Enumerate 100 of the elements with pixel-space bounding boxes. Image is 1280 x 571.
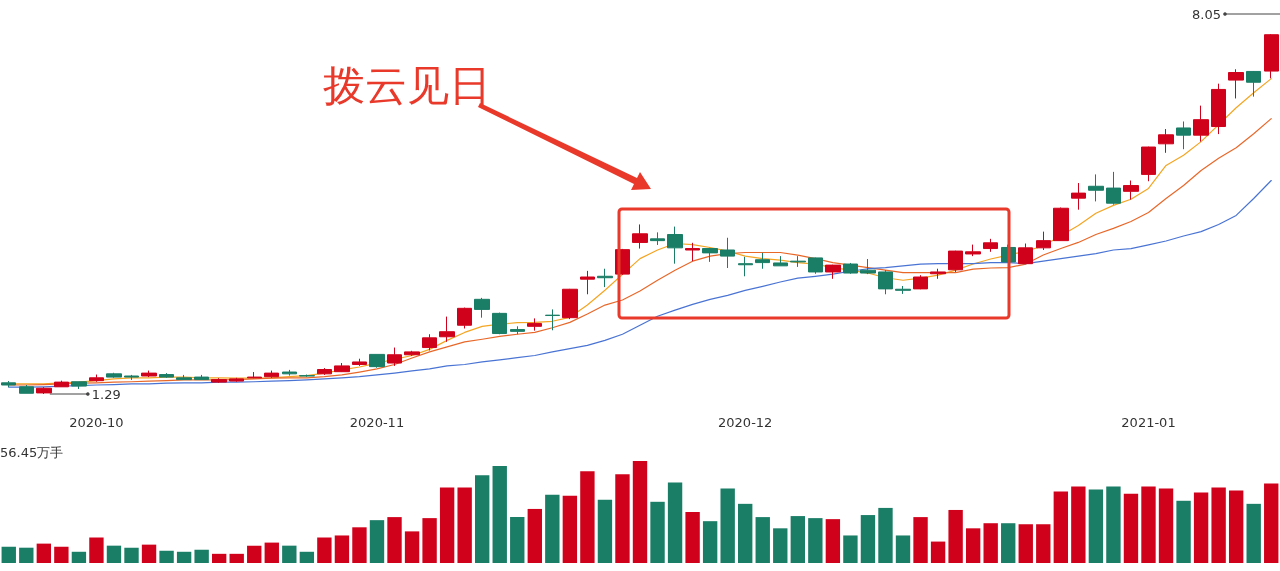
bar [562,495,578,563]
bar [1071,486,1086,563]
bar [685,512,700,563]
x-tick-label: 2020-12 [718,415,773,430]
bar [1158,488,1174,563]
candlestick [141,370,157,378]
candlestick [913,274,928,290]
candlestick [738,256,753,277]
candlestick [474,297,490,319]
candlestick [106,372,122,379]
bar [176,551,192,563]
bar [1141,486,1156,563]
bar [1264,483,1279,563]
bar [808,518,823,563]
bar [457,487,472,563]
bar [1176,500,1191,563]
bar [422,518,437,563]
candlestick [282,369,297,377]
bar [510,517,525,563]
bar [1088,489,1104,563]
bar [36,543,52,563]
candlestick [562,288,578,320]
bar [439,487,455,563]
candlestick [387,347,402,367]
bar [825,519,841,563]
candlestick [264,370,279,379]
candlestick [597,268,613,288]
candlestick [36,386,52,395]
bar [387,517,402,563]
candlestick [334,362,350,373]
candlestick [1071,182,1086,211]
bar [860,515,876,563]
bar [930,541,946,563]
bar [527,508,542,563]
bar [211,553,227,563]
candlestick [930,268,946,280]
candlestick [229,377,244,383]
bar [895,535,911,563]
candlestick [755,252,770,270]
annotation: 1.29 [91,386,121,402]
bar [194,549,209,563]
text: 8.05 [1192,6,1221,22]
candlestick [825,264,841,280]
candlestick [1106,171,1121,206]
bar [878,507,893,563]
bar [89,537,104,563]
candlestick [965,244,981,257]
bar [1211,487,1226,563]
x-tick-label: 2020-10 [69,415,124,430]
candlestick [492,312,507,335]
bar [773,528,788,563]
candlestick [176,374,192,381]
bar [650,501,665,563]
bar [1001,523,1016,563]
bar [632,461,648,563]
candlestick [1141,146,1156,182]
bar [545,494,560,563]
bar [1123,493,1139,563]
bar [702,521,718,563]
bar [317,537,332,563]
candlestick [211,377,227,384]
bar [597,499,613,563]
bar [1228,490,1244,563]
bar [1018,524,1033,563]
candlestick [808,257,823,275]
bar [282,545,297,563]
bar [755,517,770,563]
candlestick [247,371,262,379]
bar [404,531,420,563]
bar [965,528,981,563]
bar [475,475,490,563]
candlestick [299,374,315,378]
bar [667,482,683,563]
bar [738,503,753,563]
candlestick [702,247,718,263]
candlestick [1053,207,1069,242]
bar [720,488,735,563]
candlestick [773,255,788,267]
candlestick [545,308,560,331]
bar [1,546,16,563]
candlestick [860,258,876,275]
candlestick [1,380,16,388]
bar [159,550,174,563]
bar [71,551,87,563]
bar [106,545,122,563]
bar [948,509,963,563]
candlestick [89,374,104,383]
candlestick [1176,120,1191,150]
bar [1193,492,1209,563]
candlestick [1228,68,1244,99]
candlestick [54,380,69,388]
candlestick [1264,33,1279,79]
candlestick [1211,83,1226,135]
bar [790,516,805,563]
candlestick [1088,173,1104,202]
candlestick [404,350,420,357]
bar [492,466,507,563]
candlestick [1158,128,1174,154]
bar [334,535,350,563]
candlestick [527,317,542,332]
